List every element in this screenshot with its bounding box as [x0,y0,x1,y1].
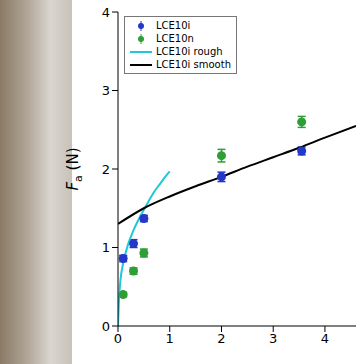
svg-text:0: 0 [114,331,122,346]
svg-text:4: 4 [102,5,110,20]
html-text:LCE10i smooth: LCE10i smooth [156,59,231,70]
svg-text:Fa (N): Fa (N) [64,147,85,190]
svg-text:3: 3 [102,83,110,98]
svg-text:0: 0 [102,319,110,334]
svg-text:2: 2 [217,331,225,346]
svg-text:1: 1 [102,240,110,255]
svg-text:3: 3 [269,331,277,346]
html-text:LCE10n: LCE10n [156,33,194,44]
svg-text:1: 1 [166,331,174,346]
html-text:LCE10i rough: LCE10i rough [156,46,223,57]
html-text:LCE10i: LCE10i [156,20,191,31]
svg-text:4: 4 [321,331,329,346]
svg-text:2: 2 [102,162,110,177]
